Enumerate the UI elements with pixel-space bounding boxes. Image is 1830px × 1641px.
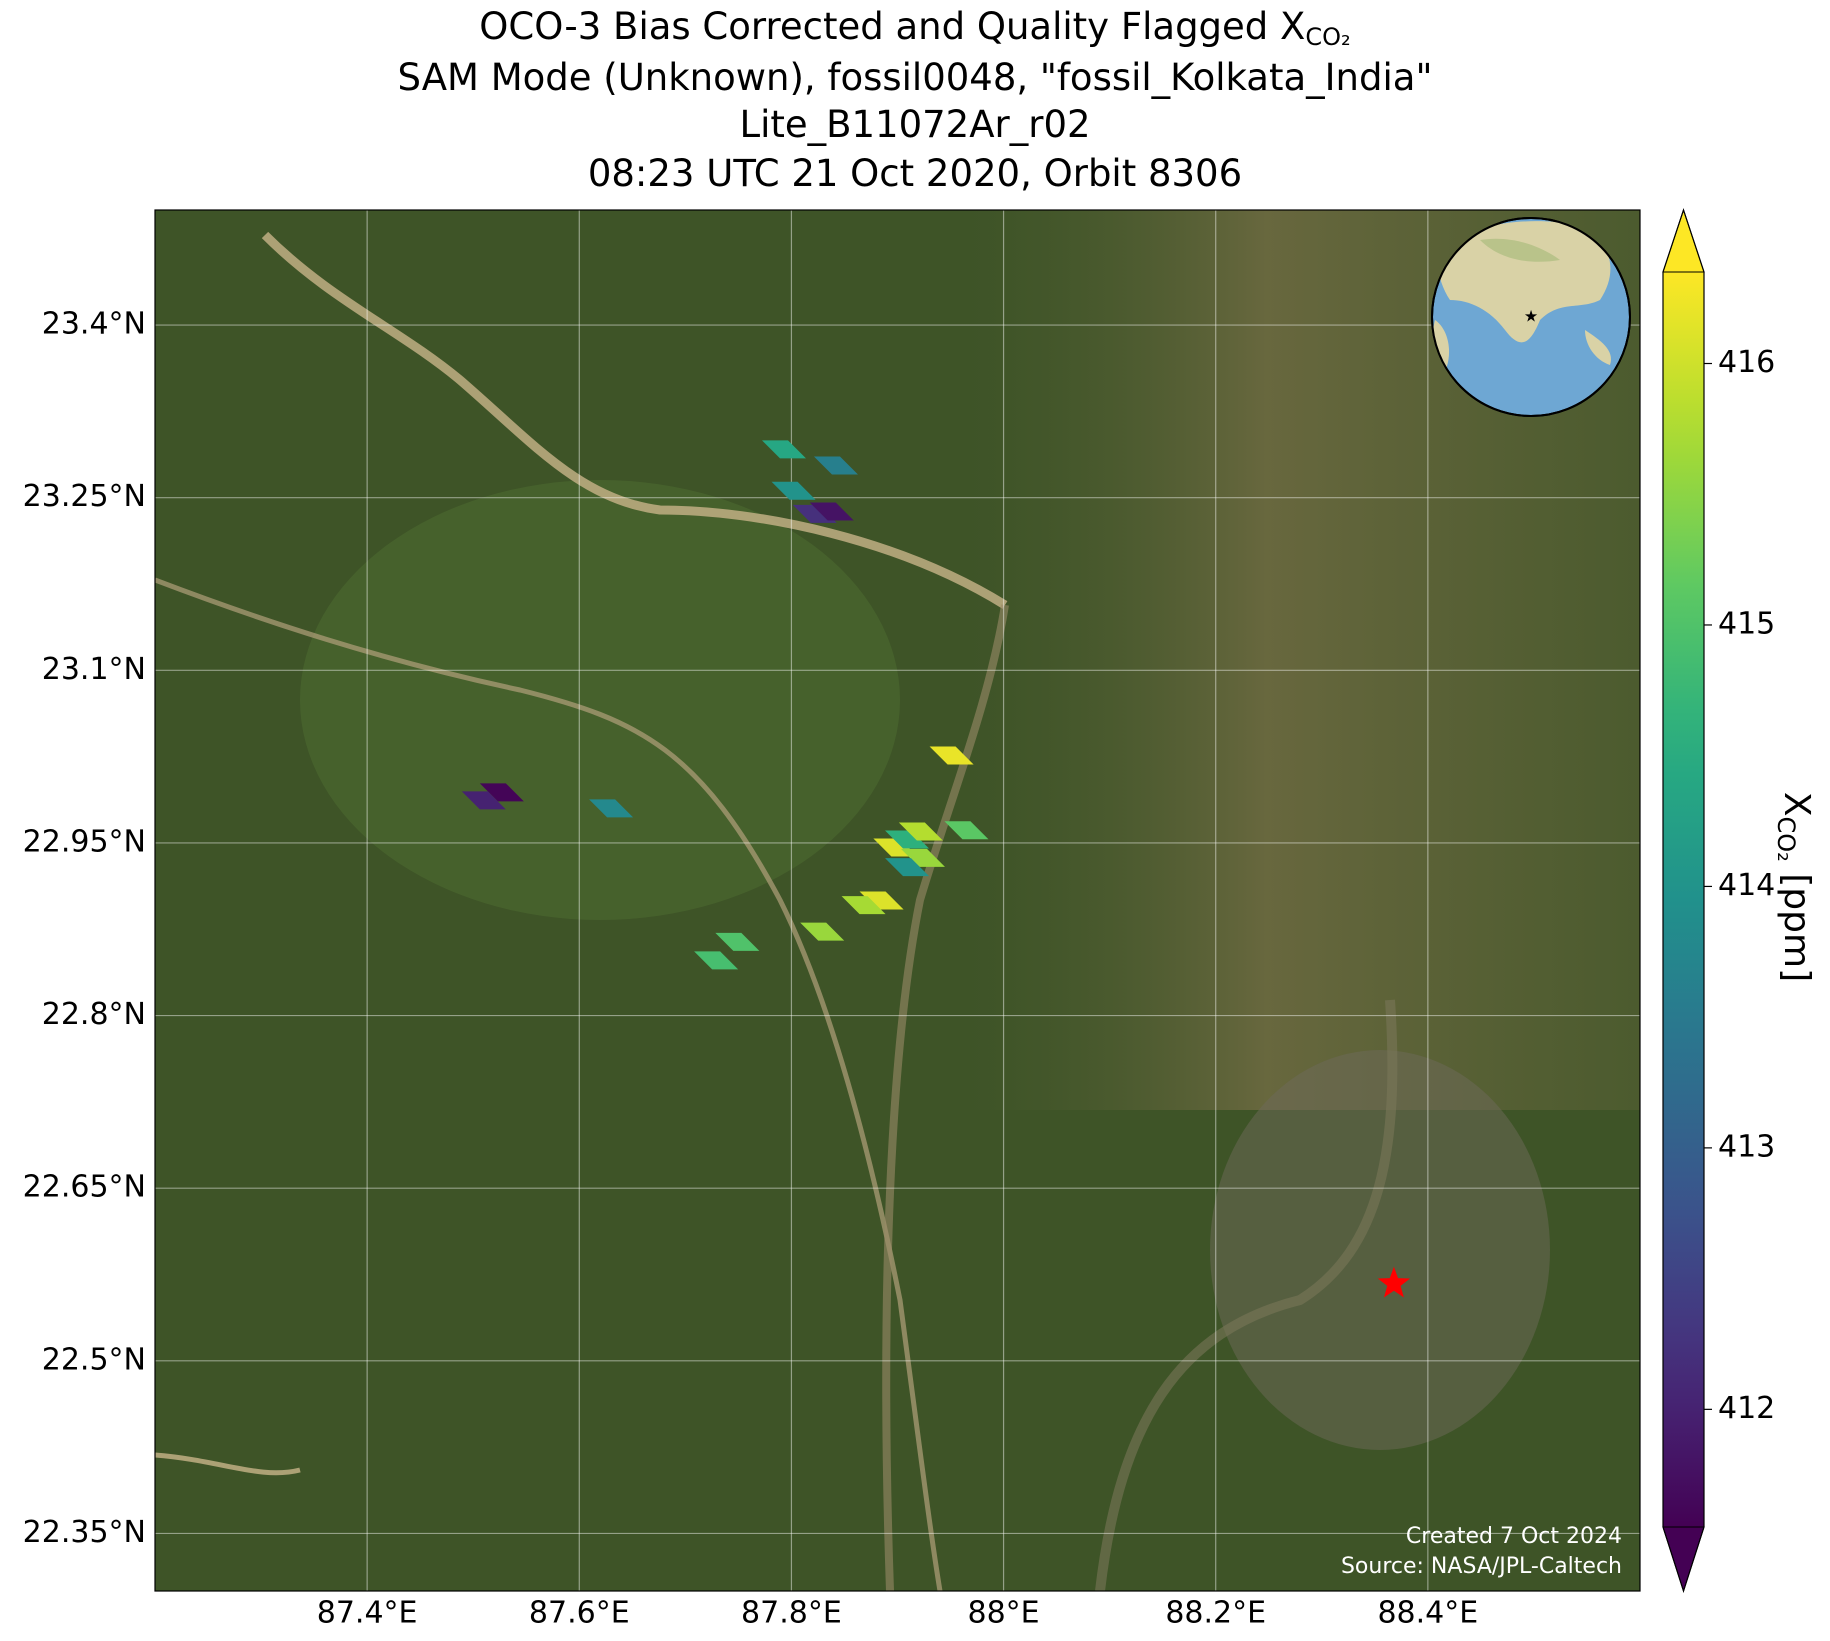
x-tick-label: 88.4°E	[1377, 1596, 1478, 1631]
target-marker	[1377, 1266, 1411, 1298]
y-tick-label: 22.8°N	[42, 997, 146, 1032]
colorbar-tick-label: 414	[1718, 868, 1775, 903]
sounding	[762, 440, 807, 459]
colorbar-tick-label: 416	[1718, 345, 1775, 380]
chart-title: Lite_B11072Ar_r02	[739, 103, 1090, 146]
colorbar: 412 413 414 415 416 XCO₂ [ppm]	[1662, 208, 1817, 1593]
sounding	[813, 456, 858, 475]
y-tick-label: 22.95°N	[23, 824, 146, 859]
y-tick-label: 23.4°N	[42, 307, 146, 342]
colorbar-outline	[1662, 208, 1705, 1593]
soundings	[461, 440, 1411, 1298]
x-tick-label: 88.2°E	[1165, 1596, 1266, 1631]
title-text: 08:23 UTC 21 Oct 2020, Orbit 8306	[588, 152, 1242, 195]
annotation: Source: NASA/JPL-Caltech	[1341, 1554, 1622, 1579]
globe-inset: ★	[1431, 217, 1631, 417]
colorbar-extend-min	[1662, 1526, 1705, 1593]
sounding	[859, 891, 904, 910]
chart-title: SAM Mode (Unknown), fossil0048, "fossil_…	[398, 56, 1433, 99]
sounding	[715, 932, 760, 951]
title-subscript: CO₂	[1305, 23, 1350, 51]
y-tick-label: 23.1°N	[42, 652, 146, 687]
sounding	[885, 858, 930, 877]
globe-marker: ★	[1524, 307, 1538, 326]
colorbar-tick-label: 415	[1718, 606, 1775, 641]
colorbar-tick-label: 412	[1718, 1391, 1775, 1426]
annotation: Created 7 Oct 2024	[1406, 1524, 1622, 1549]
map-frame	[154, 209, 1641, 1592]
y-tick-label: 22.5°N	[42, 1342, 146, 1377]
chart-title: OCO-3 Bias Corrected and Quality Flagged…	[479, 5, 1350, 52]
sounding	[841, 896, 886, 915]
colorbar-label-text: X	[1776, 792, 1817, 817]
colorbar-body	[1663, 272, 1704, 1527]
x-tick-label: 87.8°E	[741, 1596, 842, 1631]
sounding	[944, 821, 989, 840]
x-tick-label: 88°E	[968, 1596, 1040, 1631]
y-tick-label: 22.35°N	[23, 1515, 146, 1550]
colorbar-label-space	[1776, 862, 1817, 873]
sounding	[800, 922, 845, 941]
colorbar-label-subscript: CO₂	[1772, 817, 1800, 862]
x-tick-label: 87.4°E	[317, 1596, 418, 1631]
colorbar-label-unit: [ppm]	[1776, 873, 1817, 982]
title-text: OCO-3 Bias Corrected and Quality Flagged…	[479, 5, 1305, 48]
sounding	[461, 791, 506, 810]
title-text: SAM Mode (Unknown), fossil0048, "fossil_…	[398, 56, 1433, 99]
colorbar-tick-label: 413	[1718, 1129, 1775, 1164]
y-tick-label: 22.65°N	[23, 1170, 146, 1205]
sounding	[898, 822, 943, 841]
y-tick-label: 23.25°N	[23, 479, 146, 514]
x-tick-label: 87.6°E	[529, 1596, 630, 1631]
sounding	[900, 848, 945, 867]
colorbar-extend-max	[1662, 208, 1705, 273]
basemap	[155, 210, 1640, 1591]
sounding	[479, 783, 524, 802]
colorbar-label: XCO₂ [ppm]	[1772, 792, 1817, 982]
sounding	[809, 502, 854, 521]
chart-title: 08:23 UTC 21 Oct 2020, Orbit 8306	[588, 152, 1242, 195]
sounding	[589, 799, 634, 818]
sounding	[694, 951, 739, 970]
labels: OCO-3 Bias Corrected and Quality Flagged…	[23, 5, 1479, 1631]
sounding	[885, 830, 930, 849]
sounding	[771, 481, 816, 500]
sounding	[929, 746, 974, 765]
title-text: Lite_B11072Ar_r02	[739, 103, 1090, 146]
